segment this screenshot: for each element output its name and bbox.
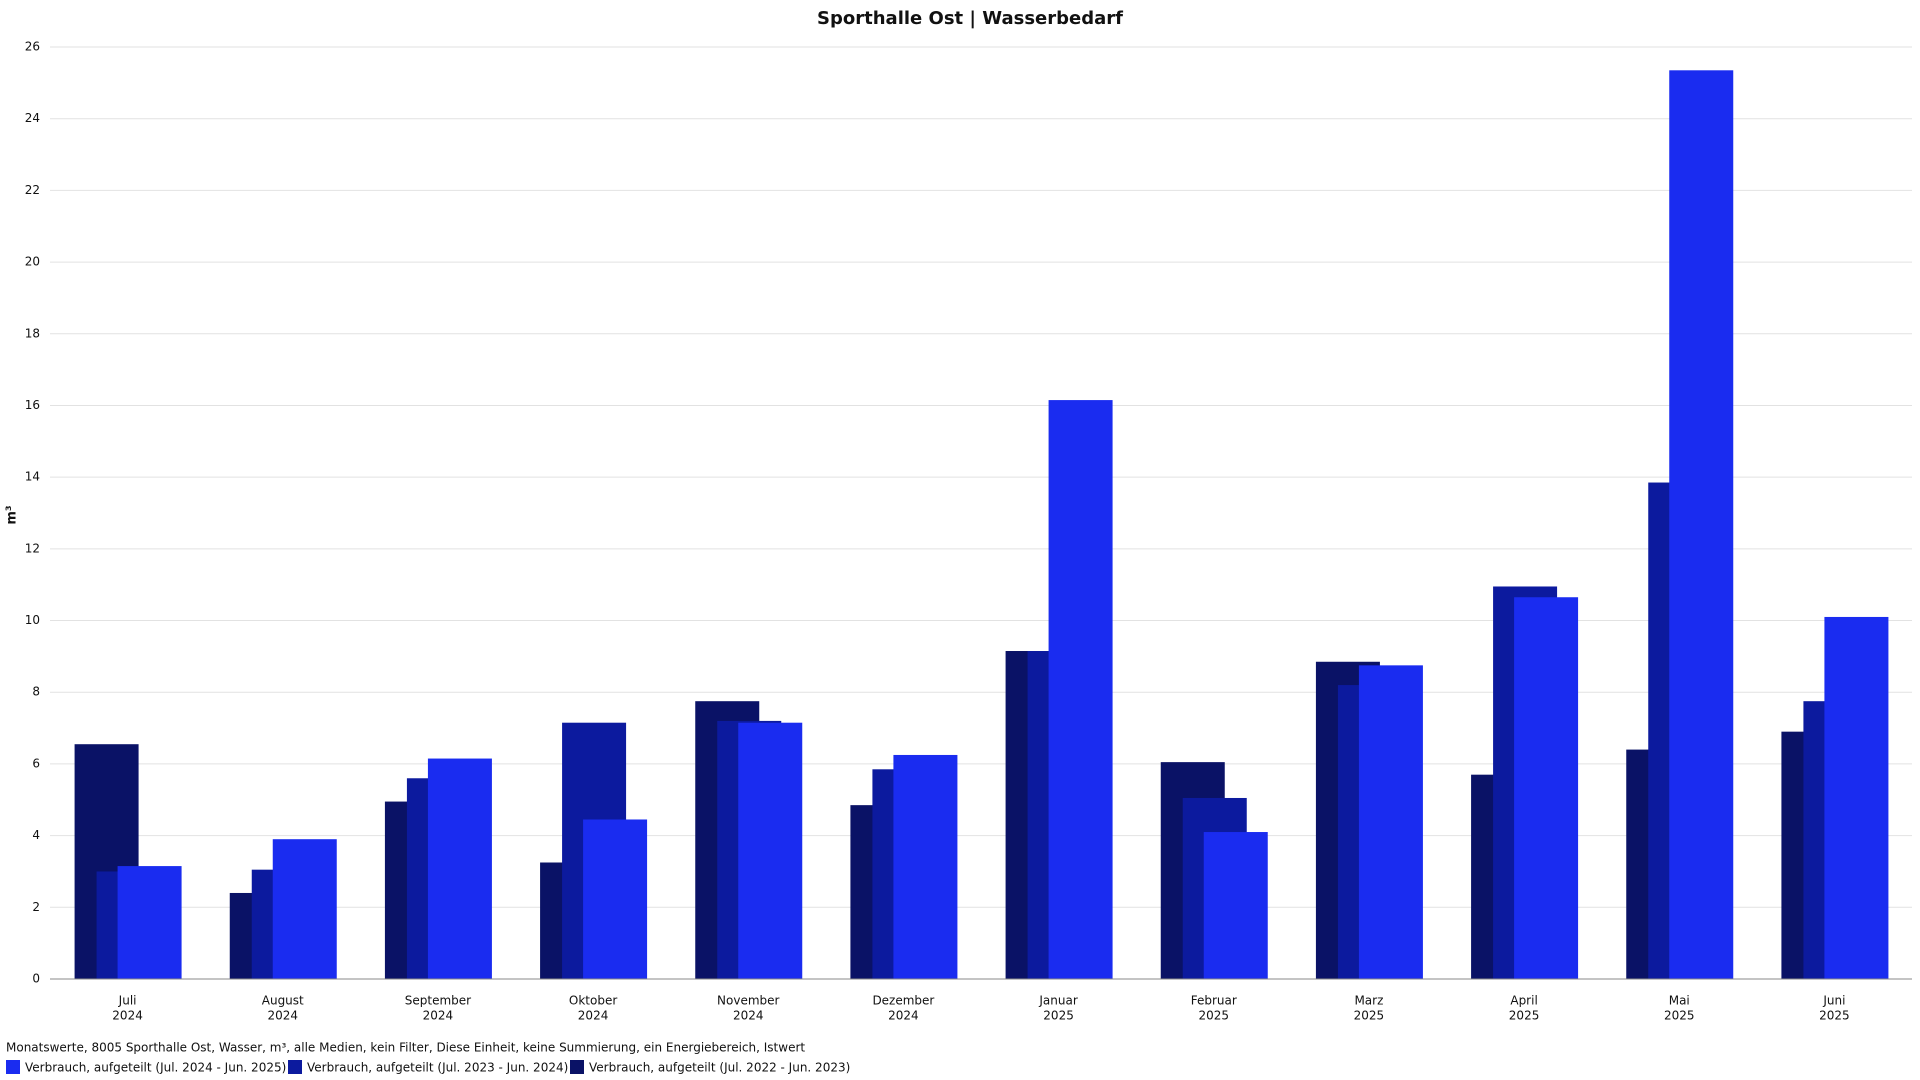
bar [1669, 70, 1734, 980]
x-tick-label: August [262, 994, 304, 1008]
x-tick-label: Marz [1354, 994, 1383, 1008]
legend-label: Verbrauch, aufgeteilt (Jul. 2024 - Jun. … [25, 1061, 286, 1075]
legend-swatch [288, 1060, 302, 1074]
y-tick-label: 0 [32, 972, 40, 986]
y-tick-label: 8 [32, 685, 40, 699]
x-tick-label: Dezember [872, 994, 934, 1008]
x-tick-label: 2025 [1819, 1009, 1850, 1023]
x-tick-label: 2024 [267, 1009, 298, 1023]
x-tick-label: 2024 [888, 1009, 919, 1023]
legend-swatch [570, 1060, 584, 1074]
bar [272, 839, 337, 979]
y-tick-label: 20 [25, 255, 40, 269]
x-tick-label: Oktober [569, 994, 617, 1008]
x-tick-label: 2025 [1354, 1009, 1385, 1023]
x-tick-label: 2024 [733, 1009, 764, 1023]
bar [1203, 832, 1268, 979]
y-axis-label: m³ [5, 505, 20, 524]
x-tick-label: 2024 [112, 1009, 143, 1023]
x-tick-label: 2024 [578, 1009, 609, 1023]
x-tick-label: Juli [118, 994, 137, 1008]
bar [1048, 400, 1113, 980]
y-tick-label: 2 [32, 900, 40, 914]
bar [427, 758, 492, 979]
y-tick-label: 10 [25, 613, 40, 627]
bar [738, 722, 803, 979]
x-tick-label: April [1510, 994, 1537, 1008]
x-tick-label: 2025 [1509, 1009, 1540, 1023]
x-tick-label: 2025 [1198, 1009, 1229, 1023]
bar [583, 819, 648, 979]
x-tick-label: 2025 [1664, 1009, 1695, 1023]
legend-label: Verbrauch, aufgeteilt (Jul. 2022 - Jun. … [589, 1061, 850, 1075]
y-tick-label: 18 [25, 326, 40, 340]
x-tick-label: 2024 [423, 1009, 454, 1023]
bar [1514, 597, 1579, 979]
x-tick-label: 2025 [1043, 1009, 1074, 1023]
y-tick-label: 22 [25, 183, 40, 197]
y-tick-label: 24 [25, 111, 40, 125]
bar [893, 754, 958, 979]
y-tick-label: 16 [25, 398, 40, 412]
bar [1358, 665, 1423, 979]
chart-title: Sporthalle Ost | Wasserbedarf [817, 8, 1123, 29]
y-tick-label: 6 [32, 756, 40, 770]
x-tick-label: September [405, 994, 471, 1008]
y-tick-label: 14 [25, 470, 40, 484]
x-tick-label: Februar [1191, 994, 1237, 1008]
legend-label: Verbrauch, aufgeteilt (Jul. 2023 - Jun. … [307, 1061, 568, 1075]
bar [117, 866, 182, 979]
bar [1824, 616, 1889, 979]
x-tick-label: Januar [1038, 994, 1077, 1008]
x-tick-label: Juni [1822, 994, 1845, 1008]
footnote: Monatswerte, 8005 Sporthalle Ost, Wasser… [6, 1041, 805, 1055]
x-tick-label: November [717, 994, 779, 1008]
y-tick-label: 26 [25, 40, 40, 54]
legend-swatch [6, 1060, 20, 1074]
y-tick-label: 4 [32, 828, 40, 842]
x-tick-label: Mai [1669, 994, 1690, 1008]
y-tick-label: 12 [25, 541, 40, 555]
